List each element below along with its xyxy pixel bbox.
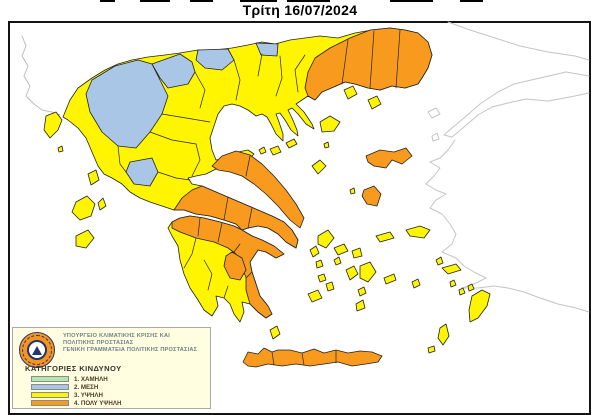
legend-row-high: 3. ΥΨΗΛΗ <box>31 391 122 399</box>
legend-label-medium: 2. ΜΕΣΗ <box>74 383 99 391</box>
region-euboea <box>211 150 305 229</box>
legend-label-low: 1. ΧΑΜΗΛΗ <box>74 375 108 383</box>
region-crete <box>242 347 383 368</box>
greece-fire-risk-map <box>21 21 590 368</box>
legend-swatch-low <box>31 376 69 382</box>
legend-label-high: 3. ΥΨΗΛΗ <box>74 391 103 399</box>
legend-swatch-high <box>31 392 69 398</box>
logo-inner-circle <box>27 340 47 360</box>
region-arcadia-east <box>223 251 247 281</box>
legend-box: ΥΠΟΥΡΓΕΙΟ ΚΛΙΜΑΤΙΚΗΣ ΚΡΙΣΗΣ ΚΑΙ ΠΟΛΙΤΙΚΗ… <box>12 327 211 409</box>
top-crop-mark <box>140 0 170 2</box>
region-thrace-east-macedonia <box>304 27 433 101</box>
agency-line: ΥΠΟΥΡΓΕΙΟ ΚΛΙΜΑΤΙΚΗΣ ΚΡΙΣΗΣ ΚΑΙ <box>63 333 170 339</box>
top-crop-mark <box>460 0 483 2</box>
dodecanese-islands <box>411 256 491 354</box>
turkey-coastline <box>425 21 590 313</box>
top-crop-mark <box>190 0 213 2</box>
top-crop-mark <box>240 0 277 2</box>
region-central-greece-attica <box>173 185 299 249</box>
top-crop-mark <box>100 0 115 2</box>
legend-rows: 1. ΧΑΜΗΛΗ 2. ΜΕΣΗ 3. ΥΨΗΛΗ 4. ΠΟΛΥ ΥΨΗΛΗ <box>31 375 122 407</box>
region-serres-north <box>255 42 279 57</box>
agency-title: ΥΠΟΥΡΓΕΙΟ ΚΛΙΜΑΤΙΚΗΣ ΚΡΙΣΗΣ ΚΑΙ ΠΟΛΙΤΙΚΗ… <box>63 333 209 354</box>
ionian-islands <box>43 111 281 340</box>
samos-ikaria-islands <box>375 225 431 243</box>
agency-line: ΠΟΛΙΤΙΚΗΣ ΠΡΟΣΤΑΣΙΑΣ <box>63 340 134 346</box>
top-crop-mark <box>390 0 433 2</box>
sporades-skyros <box>258 138 327 175</box>
legend-row-low: 1. ΧΑΜΗΛΗ <box>31 375 122 383</box>
prefecture-boundaries <box>117 29 401 299</box>
top-crop-mark <box>287 0 330 2</box>
region-laconia-southeast <box>245 271 273 319</box>
legend-label-very-high: 4. ΠΟΛΥ ΥΨΗΛΗ <box>74 399 122 407</box>
region-pella <box>151 53 196 89</box>
north-aegean-islands <box>319 85 382 195</box>
cyclades-islands <box>307 229 397 312</box>
page-title: Τρίτη 16/07/2024 <box>242 2 358 18</box>
legend-row-medium: 2. ΜΕΣΗ <box>31 383 122 391</box>
legend-swatch-very-high <box>31 400 69 406</box>
region-chios <box>361 185 382 207</box>
region-peloponnese-north-east <box>171 215 285 285</box>
logo-triangle-icon <box>32 346 42 355</box>
legend-swatch-medium <box>31 384 69 390</box>
albania-coastline <box>21 35 61 116</box>
region-kilkis <box>195 48 235 71</box>
legend-heading: ΚΑΤΗΓΟΡΙΕΣ ΚΙΝΔΥΝΟΥ <box>25 364 122 373</box>
agency-line: ΓΕΝΙΚΗ ΓΡΑΜΜΑΤΕΙΑ ΠΟΛΙΤΙΚΗΣ ΠΡΟΣΤΑΣΙΑΣ <box>63 347 198 353</box>
civil-protection-logo-icon <box>19 332 55 368</box>
region-epirus-west-macedonia <box>85 59 169 149</box>
legend-row-very-high: 4. ΠΟΛΥ ΥΨΗΛΗ <box>31 399 122 407</box>
region-lesbos <box>365 147 413 169</box>
fire-risk-map-page: { "title": "Τρίτη 16/07/2024", "riskColo… <box>8 0 591 415</box>
